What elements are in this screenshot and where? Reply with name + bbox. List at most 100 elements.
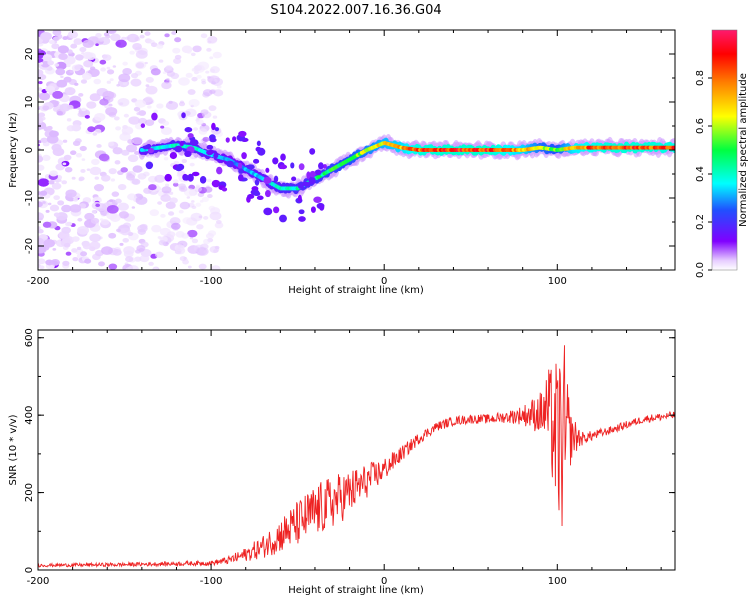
spectrogram-noise-blob	[169, 217, 181, 226]
spectrogram-ridge-scatter	[211, 122, 216, 131]
spectrogram-noise-blob	[38, 48, 42, 52]
spectrogram-ridge-scatter	[147, 147, 155, 154]
spectrogram-noise-blob	[71, 124, 82, 132]
spectrogram-noise-blob	[179, 256, 187, 262]
spectrogram-noise-blob	[69, 69, 74, 73]
spectrogram-ridge-scatter	[297, 194, 302, 202]
spectrogram-noise-blob	[138, 117, 148, 125]
spectrogram-noise-blob	[59, 103, 71, 112]
spectrogram-ridge-scatter	[297, 183, 304, 189]
spectrogram-noise-blob	[198, 263, 207, 270]
spectrogram-ridge-scatter	[290, 162, 295, 169]
spectrogram-noise-blob	[65, 189, 77, 198]
spectrogram-noise-blob	[52, 90, 64, 99]
spectrogram-noise-blob	[178, 209, 184, 214]
spectrogram-noise-blob	[100, 67, 106, 72]
spectrogram-noise-blob	[153, 109, 159, 114]
x-tick-label: -200	[27, 276, 50, 287]
spectrogram-noise-blob	[53, 212, 60, 217]
spectrogram-noise-blob	[110, 178, 116, 182]
spectrogram-noise-blob	[78, 92, 84, 97]
spectrogram-noise-blob	[38, 201, 43, 208]
spectrogram-noise-blob	[108, 103, 113, 107]
spectrogram-noise-blob	[128, 116, 140, 125]
spectrogram-noise-blob	[38, 178, 50, 187]
spectrogram-noise-blob	[52, 36, 60, 42]
x-tick-label: -200	[27, 576, 50, 587]
spectrogram-noise-blob	[182, 217, 193, 225]
spectrogram-noise-blob	[63, 76, 72, 83]
x-tick-label: -100	[200, 576, 223, 587]
spectrogram-noise-blob	[148, 261, 154, 266]
spectrogram-noise-blob	[170, 222, 181, 230]
spectrogram-ridge-scatter	[181, 112, 186, 119]
spectrogram-noise-blob	[117, 97, 130, 107]
spectrogram-noise-blob	[181, 159, 188, 164]
spectrogram-noise-blob	[42, 154, 51, 161]
snr-x-axis-label: Height of straight line (km)	[288, 585, 424, 596]
spectrogram-noise-blob	[71, 176, 76, 180]
spectrogram-noise-blob	[99, 98, 109, 106]
spectrogram-noise-blob	[212, 115, 218, 119]
spectrogram-noise-blob	[125, 256, 134, 263]
spectrogram-noise-blob	[63, 154, 72, 161]
spectrogram-noise-blob	[162, 120, 170, 126]
spectrogram-noise-blob	[67, 104, 74, 110]
spectrogram-noise-blob	[57, 200, 65, 206]
spectrogram-noise-blob	[117, 183, 127, 191]
spectrogram-ridge-scatter	[313, 196, 322, 203]
spectrogram-noise-blob	[196, 247, 209, 256]
spectrogram-noise-blob	[149, 209, 160, 217]
spectrogram-noise-blob	[100, 219, 110, 226]
spectrogram-noise-blob	[109, 78, 114, 82]
colorbar-tick-label: 0.0	[695, 262, 706, 278]
spectrogram-ridge-scatter	[247, 194, 255, 199]
y-tick-label: 20	[24, 48, 35, 61]
spectrogram-ridge-scatter	[189, 139, 199, 147]
spectrogram-noise-blob	[42, 221, 52, 228]
spectrogram-noise-blob	[170, 72, 180, 80]
snr-frame	[37, 329, 676, 571]
spectrogram-ridge-scatter	[174, 145, 183, 153]
spectrogram-ridge-scatter	[179, 140, 184, 147]
spectrogram-ridge-scatter	[272, 157, 279, 165]
spectrogram-noise-blob	[66, 221, 73, 226]
spectrogram-noise-blob	[38, 121, 47, 130]
spectrogram-noise-blob	[191, 200, 195, 203]
spectrogram-noise-blob	[203, 216, 209, 220]
spectrogram-noise-blob	[172, 47, 181, 54]
spectrogram-noise-blob	[106, 211, 118, 220]
spectrogram-noise-blob	[84, 258, 92, 264]
spectrogram-noise-blob	[42, 105, 50, 111]
spectrogram-ridge-scatter	[301, 181, 311, 187]
spectrogram-noise-blob	[54, 63, 60, 67]
spectrogram-noise-blob	[56, 79, 68, 88]
spectrogram-noise-blob	[207, 75, 211, 79]
spectrogram-noise-blob	[125, 144, 138, 153]
colorbar-frame	[711, 29, 738, 271]
x-tick-label: -100	[200, 276, 223, 287]
spectrogram-noise-blob	[62, 36, 68, 41]
spectrogram-noise-blob	[65, 251, 72, 256]
spectrogram-noise-blob	[139, 255, 150, 263]
spectrogram-noise-blob	[98, 261, 105, 267]
spectrogram-noise-blob	[178, 77, 190, 86]
spectrogram-noise-blob	[207, 194, 213, 199]
y-tick-label: 200	[24, 483, 35, 502]
spectrogram-noise-blob	[112, 248, 122, 256]
spectrogram-noise-blob	[46, 134, 59, 144]
spectrogram-noise-blob	[91, 209, 97, 214]
spectrogram-noise-blob	[74, 82, 79, 86]
spectrogram-ridge-scatter	[257, 147, 266, 156]
spectrogram-noise-blob	[196, 74, 202, 79]
spectrogram-noise-blob	[89, 233, 102, 243]
spectrogram-noise-blob	[127, 33, 139, 43]
spectrogram-noise-blob	[64, 166, 73, 173]
spectrogram-noise-blob	[89, 241, 101, 250]
spectrogram-ridge-scatter	[241, 152, 247, 160]
spectrogram-noise-blob	[94, 176, 99, 180]
spectrogram-noise-blob	[210, 66, 220, 74]
spectrogram-noise-blob	[137, 173, 147, 180]
spectrogram-ridge-scatter	[309, 148, 316, 155]
spectrogram-ridge-scatter	[265, 167, 270, 173]
